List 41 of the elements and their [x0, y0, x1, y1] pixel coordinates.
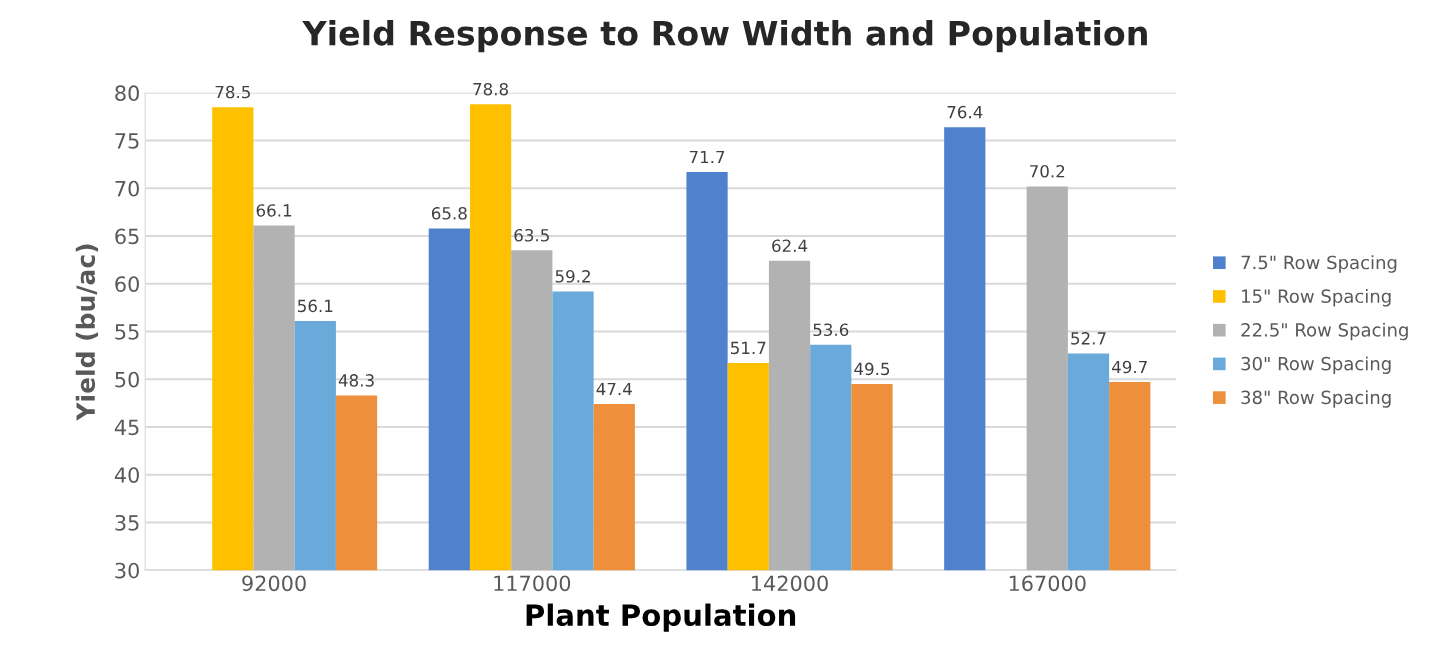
- y-tick-label: 70: [115, 180, 139, 197]
- data-label: 63.5: [514, 228, 549, 242]
- y-tick-label: 75: [115, 133, 139, 149]
- data-label: 53.6: [813, 323, 849, 337]
- x-tick-label: 92000: [242, 575, 306, 592]
- y-tick-label: 60: [115, 276, 139, 292]
- legend-label: 15" Row Spacing: [1242, 289, 1391, 307]
- data-label: 59.2: [555, 270, 590, 283]
- data-label: 62.4: [772, 239, 808, 253]
- data-label: 66.1: [256, 204, 292, 217]
- data-label: 56.1: [298, 299, 333, 313]
- legend-label: 22.5" Row Spacing: [1241, 322, 1408, 341]
- y-tick-label: 80: [115, 85, 139, 102]
- y-axis-title: Yield (bu/ac): [75, 244, 99, 421]
- data-label: 48.3: [338, 374, 374, 387]
- x-tick-label: 117000: [494, 575, 571, 592]
- data-label: 49.5: [854, 362, 890, 376]
- data-label: 65.8: [431, 207, 467, 220]
- y-tick-label: 50: [115, 371, 139, 388]
- legend-label: 38" Row Spacing: [1241, 390, 1391, 408]
- y-tick-label: 65: [115, 228, 139, 245]
- data-label: 49.7: [1111, 360, 1147, 374]
- data-label: 52.7: [1071, 332, 1106, 345]
- x-axis-title: Plant Population: [526, 603, 796, 632]
- data-label: 78.8: [473, 82, 508, 96]
- y-tick-label: 55: [115, 324, 139, 340]
- y-tick-label: 40: [114, 467, 139, 483]
- x-tick-label: 167000: [1009, 575, 1086, 592]
- y-tick-label: 45: [114, 419, 139, 436]
- data-label: 47.4: [596, 382, 632, 396]
- data-label: 71.7: [689, 150, 725, 164]
- y-tick-label: 30: [115, 562, 139, 579]
- data-label: 51.7: [731, 341, 766, 355]
- chart-title: Yield Response to Row Width and Population: [302, 19, 1147, 53]
- legend-label: 30" Row Spacing: [1241, 356, 1391, 374]
- data-label: 78.5: [215, 85, 250, 99]
- y-tick-label: 35: [115, 514, 139, 531]
- legend-label: 7.5" Row Spacing: [1241, 255, 1397, 273]
- x-tick-label: 142000: [752, 575, 828, 592]
- data-label: 76.4: [947, 105, 983, 119]
- data-label: 70.2: [1030, 164, 1065, 178]
